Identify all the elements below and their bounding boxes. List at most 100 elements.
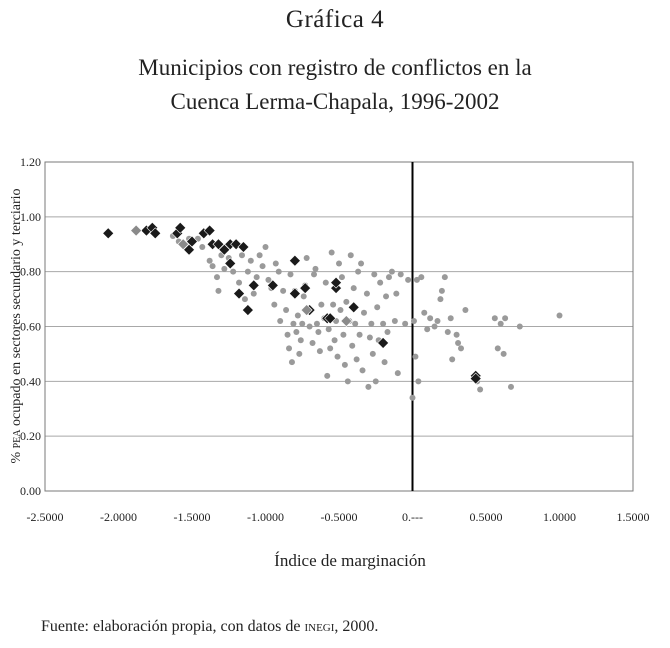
data-point (377, 279, 384, 286)
y-tick-label: 0.20 (20, 429, 41, 443)
data-point (316, 348, 323, 355)
y-axis-label-suffix: ocupado en sectores secundario y terciar… (9, 188, 24, 429)
gridlines (45, 216, 633, 437)
data-point (434, 318, 441, 325)
data-point (497, 320, 504, 327)
data-point (306, 323, 313, 330)
data-point (444, 328, 451, 335)
y-axis-label-prefix: % (9, 448, 24, 463)
data-point (290, 320, 297, 327)
conflict-point (330, 276, 342, 289)
data-point (410, 318, 417, 325)
data-point (324, 372, 331, 379)
figure-title-line-2: Cuenca Lerma-Chapala, 1996-2002 (170, 89, 500, 114)
conflict-point (340, 315, 353, 327)
data-point (431, 323, 438, 330)
data-point (288, 359, 295, 366)
conflict-point (288, 254, 301, 267)
data-point (421, 309, 428, 316)
data-point (265, 276, 272, 283)
data-point (286, 345, 293, 352)
data-point (334, 353, 341, 360)
conflict-point (347, 301, 360, 314)
data-point (241, 296, 248, 303)
data-point (424, 326, 431, 333)
data-point (343, 298, 350, 305)
conflict-point (237, 241, 250, 253)
conflict-point (177, 238, 190, 251)
data-point (358, 260, 365, 267)
data-point (215, 287, 222, 294)
data-point (502, 315, 509, 322)
data-point (244, 268, 251, 275)
conflict-point (288, 287, 301, 300)
data-point (283, 307, 290, 314)
data-point (312, 265, 319, 272)
data-point (238, 252, 245, 259)
data-point (437, 296, 444, 303)
conflict-point (130, 224, 143, 237)
conflict-point (186, 235, 198, 248)
figure-title-line-1: Municipios con registro de conflictos en… (138, 55, 532, 80)
data-point (347, 252, 354, 259)
data-point (372, 378, 379, 385)
data-point (272, 260, 279, 267)
conflict-point (247, 279, 260, 292)
data-point (297, 337, 304, 344)
data-point (415, 378, 422, 385)
y-axis-label: % pea ocupado en sectores secundario y t… (9, 188, 24, 463)
data-point (250, 290, 257, 297)
series-1 (102, 221, 482, 385)
data-point (365, 383, 372, 390)
x-tick-label: -0.5000 (321, 510, 358, 524)
conflict-point (224, 257, 237, 270)
data-point (393, 290, 400, 297)
conflict-point (299, 282, 312, 295)
x-tick-label: -2.0000 (100, 510, 137, 524)
data-point (369, 350, 376, 357)
data-point (447, 315, 454, 322)
x-axis-label: Índice de marginación (274, 551, 426, 570)
x-tick-label: -1.5000 (174, 510, 211, 524)
y-tick-label: 1.20 (20, 155, 41, 169)
y-tick-label: 0.00 (20, 484, 41, 498)
data-point (309, 339, 316, 346)
data-point (213, 274, 220, 281)
data-point (315, 328, 322, 335)
conflict-point (377, 337, 390, 349)
x-tick-label: 0.--- (402, 510, 423, 524)
data-point (500, 350, 507, 357)
data-point (405, 276, 412, 283)
conflict-point (300, 304, 313, 316)
x-tick-label: -2.5000 (27, 510, 64, 524)
data-point (253, 274, 260, 281)
data-point (409, 394, 416, 401)
data-point (359, 367, 366, 374)
y-axis-tick-labels: 0.00 0.20 0.40 0.60 0.80 1.00 1.20 (20, 155, 41, 498)
plot-area-frame (44, 161, 634, 492)
data-point (353, 356, 360, 363)
data-point (341, 361, 348, 368)
conflict-point (324, 312, 337, 325)
data-point (381, 359, 388, 366)
data-point (438, 287, 445, 294)
data-point (385, 274, 392, 281)
data-point (366, 334, 373, 341)
data-point (368, 320, 375, 327)
conflict-point (203, 224, 216, 237)
data-point (462, 307, 469, 314)
data-point (318, 301, 325, 308)
data-point (299, 320, 306, 327)
data-point (327, 345, 334, 352)
data-point (380, 320, 387, 327)
data-point (336, 260, 342, 267)
data-point (256, 252, 263, 259)
data-point (331, 337, 338, 344)
data-point (325, 326, 332, 333)
data-point (418, 274, 425, 281)
conflict-point (149, 227, 162, 240)
data-point (259, 263, 266, 270)
data-point (247, 257, 254, 264)
data-point (311, 271, 318, 278)
data-point (402, 320, 409, 327)
